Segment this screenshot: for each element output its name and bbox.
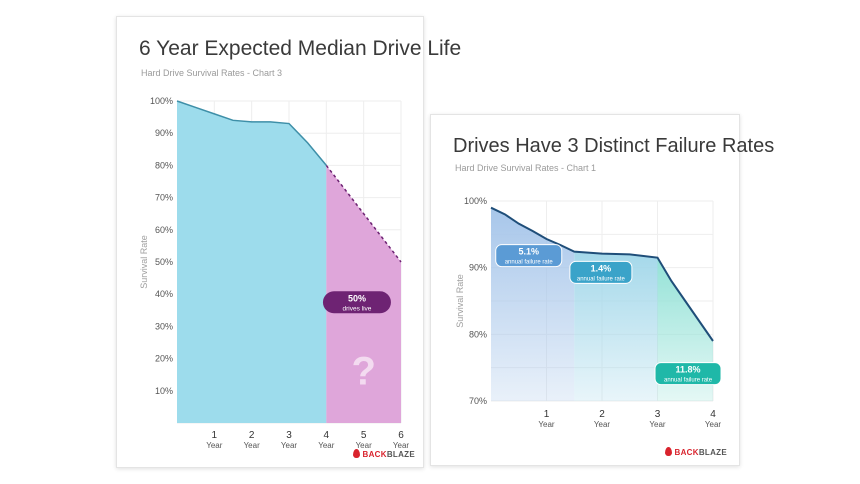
phase-area-1 <box>491 207 575 401</box>
x-tick-number: 6 <box>398 430 404 441</box>
x-tick-unit: Year <box>649 420 666 429</box>
y-tick-label: 80% <box>469 329 487 339</box>
callout-value: 50% <box>348 293 366 303</box>
failure-rate-text: annual failure rate <box>664 378 713 384</box>
survival-line-projected <box>325 164 402 263</box>
chart-title: Drives Have 3 Distinct Failure Rates <box>453 135 775 157</box>
y-tick-label: 100% <box>464 196 487 206</box>
y-tick-label: 70% <box>155 193 173 203</box>
x-tick-number: 2 <box>599 409 605 420</box>
x-tick-number: 1 <box>212 430 218 441</box>
y-tick-label: 10% <box>155 386 173 396</box>
callout-pill <box>322 291 391 314</box>
y-axis-label: Survival Rate <box>139 235 149 289</box>
y-tick-label: 20% <box>155 354 173 364</box>
unknown-question-mark: ? <box>351 349 375 393</box>
failure-rate-value: 5.1% <box>518 247 539 257</box>
flame-icon <box>352 449 360 458</box>
x-tick-number: 2 <box>249 430 255 441</box>
y-tick-label: 70% <box>469 396 487 406</box>
x-tick-unit: Year <box>318 441 335 450</box>
y-tick-label: 60% <box>155 225 173 235</box>
y-tick-label: 40% <box>155 289 173 299</box>
y-axis-label: Survival Rate <box>455 274 465 328</box>
chart-subtitle: Hard Drive Survival Rates - Chart 1 <box>455 163 597 173</box>
y-tick-label: 90% <box>469 263 487 273</box>
failure-rate-text: annual failure rate <box>505 260 554 266</box>
chart-card-failure-rates: Drives Have 3 Distinct Failure Rates Har… <box>430 114 774 466</box>
x-tick-unit: Year <box>538 420 555 429</box>
x-tick-unit: Year <box>244 441 261 450</box>
backblaze-logo: BACKBLAZE <box>352 449 415 459</box>
phase-area-2 <box>574 251 658 401</box>
x-tick-unit: Year <box>594 420 611 429</box>
x-tick-number: 5 <box>361 430 367 441</box>
failure-rate-text: annual failure rate <box>577 276 626 282</box>
y-tick-label: 30% <box>155 321 173 331</box>
failure-rate-pill-2 <box>569 260 633 284</box>
backblaze-logo: BACKBLAZE <box>664 447 727 457</box>
flame-icon <box>664 447 672 456</box>
x-tick-unit: Year <box>206 441 223 450</box>
failure-rate-pill-3 <box>654 362 722 386</box>
chart-subtitle: Hard Drive Survival Rates - Chart 3 <box>141 68 283 78</box>
callout-text: drives live <box>342 305 371 312</box>
y-tick-label: 100% <box>150 96 173 106</box>
survival-line <box>490 206 714 342</box>
x-tick-number: 4 <box>710 409 716 420</box>
x-tick-number: 3 <box>286 430 292 441</box>
y-tick-label: 50% <box>155 257 173 267</box>
x-tick-unit: Year <box>393 441 410 450</box>
x-tick-unit: Year <box>705 420 722 429</box>
x-tick-number: 4 <box>324 430 330 441</box>
chart-title: 6 Year Expected Median Drive Life <box>139 37 462 60</box>
chart2-svg: 100%90%80%70%Survival Rate1Year2Year3Yea… <box>455 196 722 429</box>
x-tick-unit: Year <box>356 441 373 450</box>
failure-rate-pill-1 <box>495 244 563 268</box>
x-tick-number: 1 <box>544 409 550 420</box>
failure-rate-value: 11.8% <box>676 365 701 375</box>
chart-card-median-drive-life: 6 Year Expected Median Drive Life Hard D… <box>116 16 461 468</box>
failure-rate-value: 1.4% <box>591 263 612 273</box>
x-tick-number: 3 <box>655 409 661 420</box>
survival-line <box>176 100 327 166</box>
y-tick-label: 90% <box>155 128 173 138</box>
survival-area-known <box>177 101 327 423</box>
x-tick-unit: Year <box>281 441 298 450</box>
chart1-svg: 100% 90% 80% 70% 60% 50% 40% 30% 20% 10% Survival … <box>139 96 410 450</box>
y-tick-label: 80% <box>155 160 173 170</box>
